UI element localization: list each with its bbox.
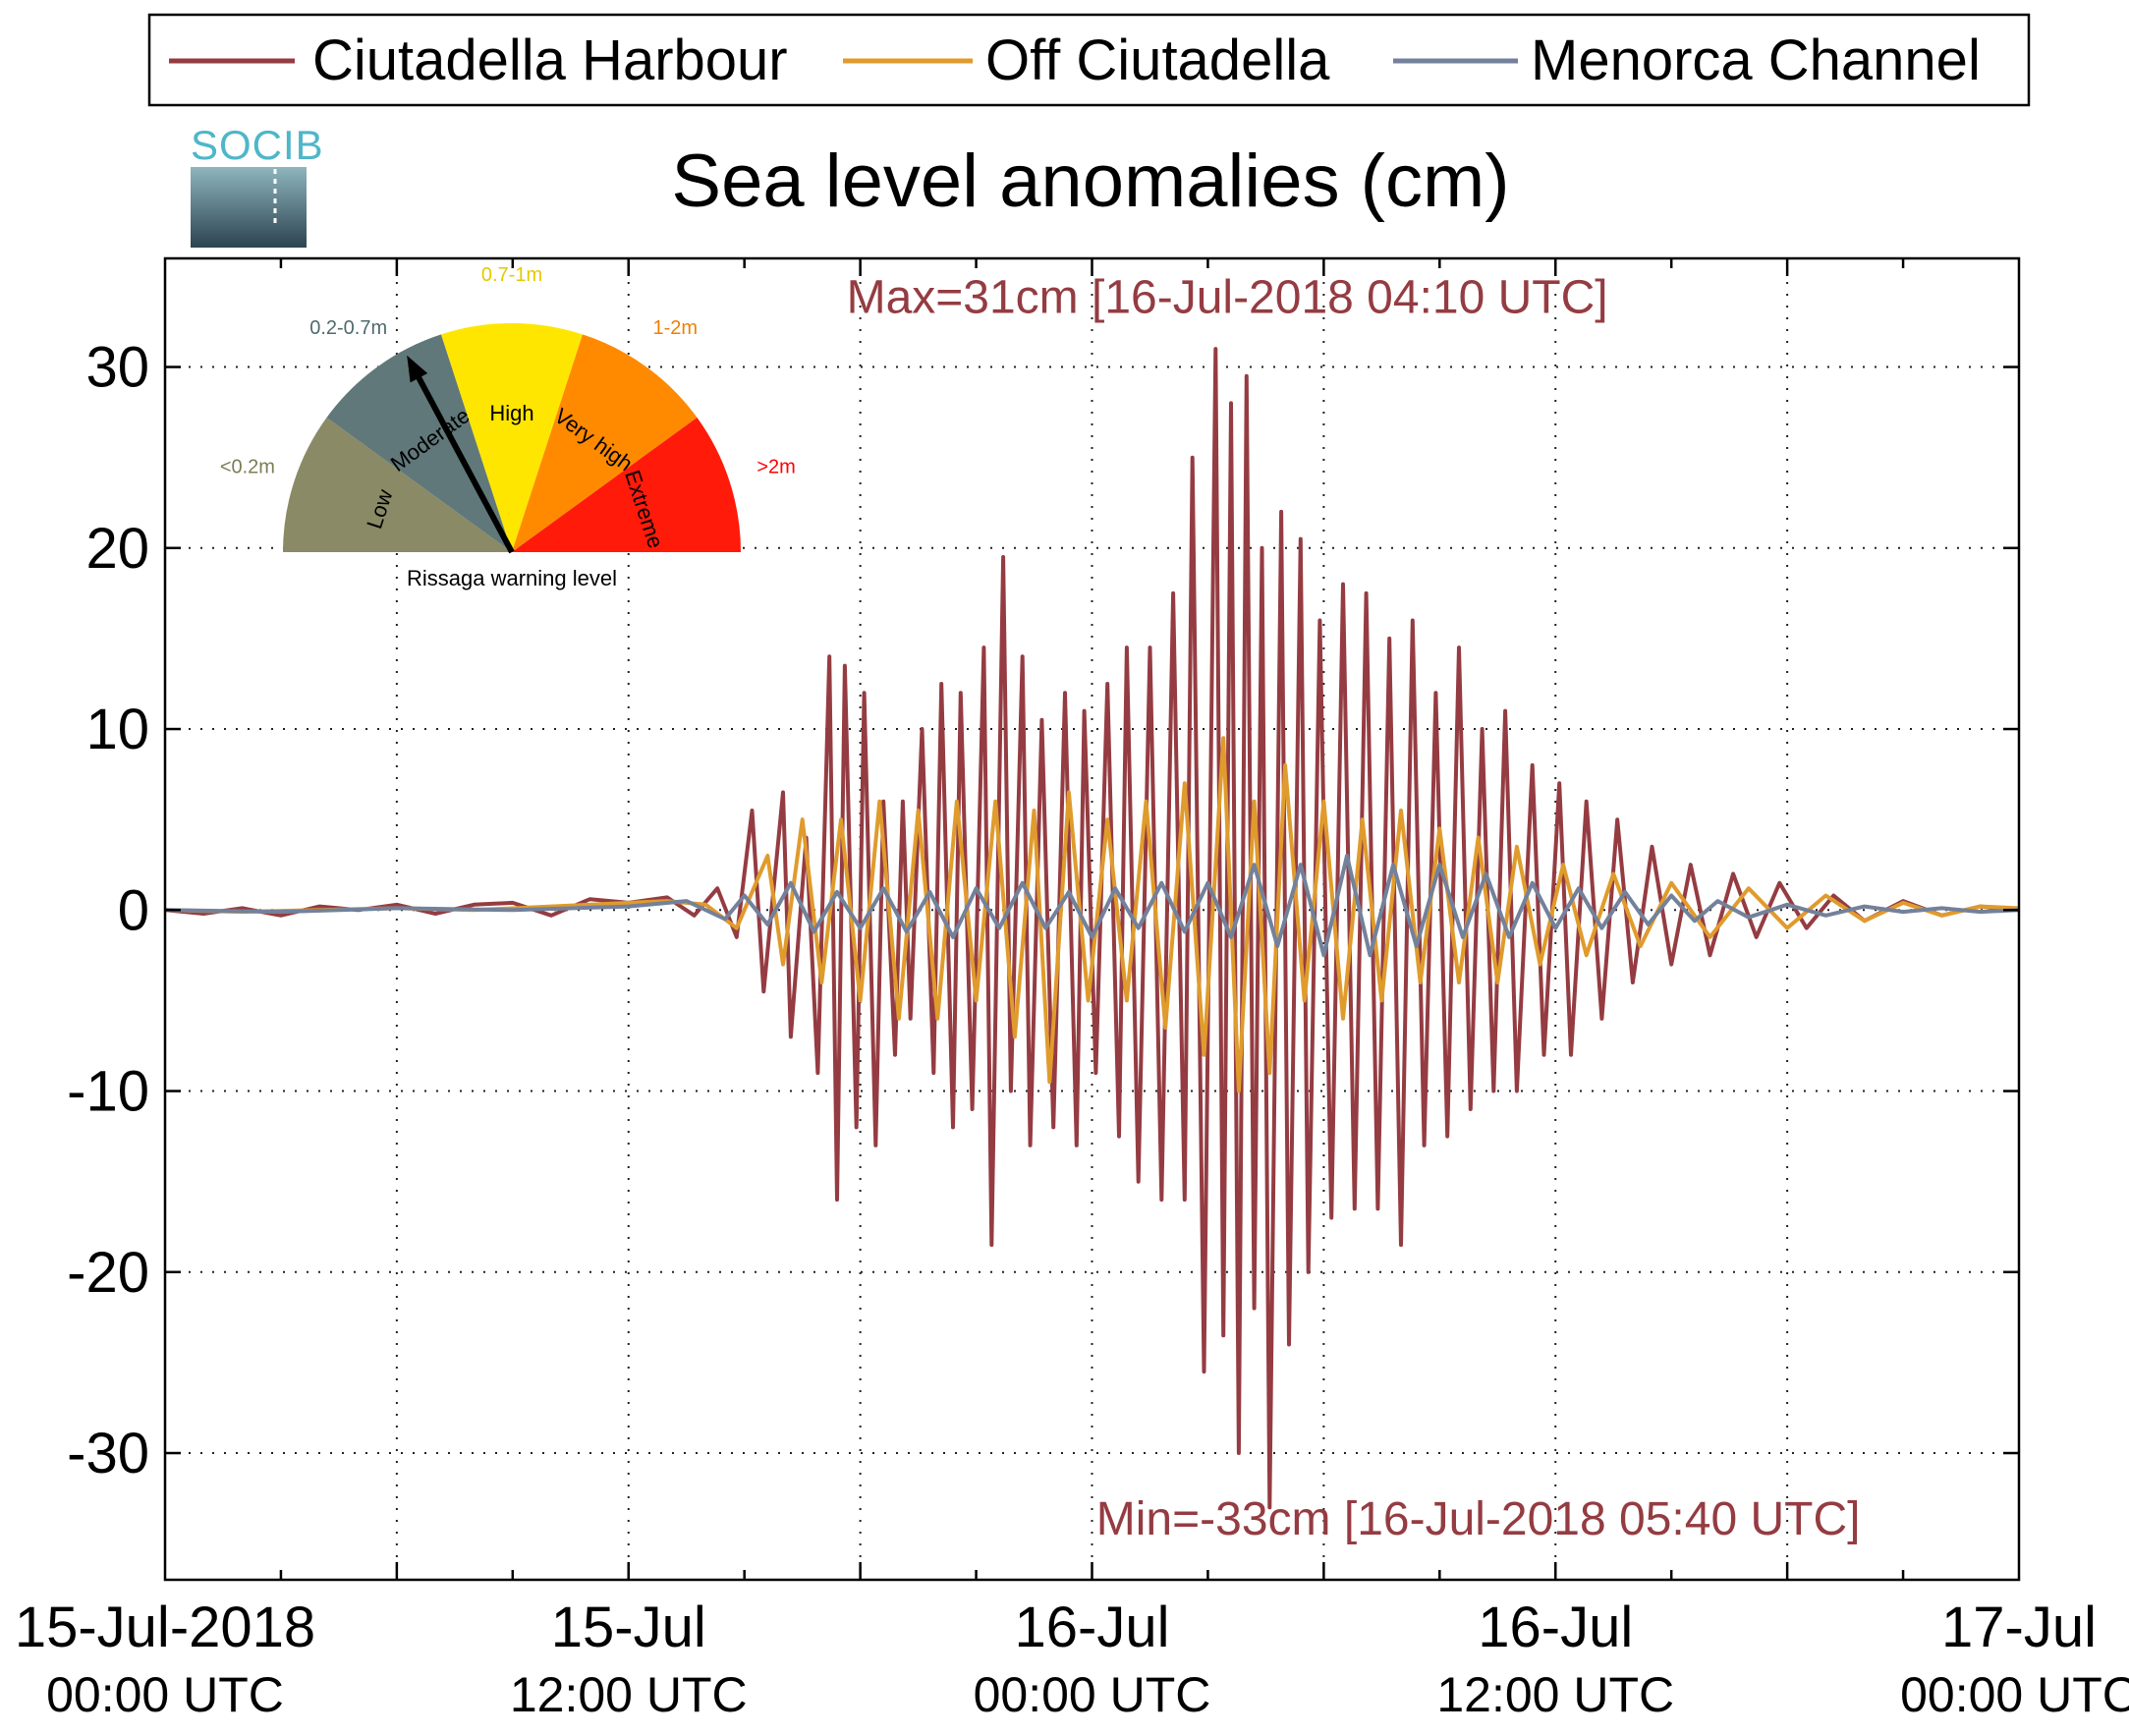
gauge-range-high: 0.7-1m	[481, 264, 542, 286]
gauge-range-moderate: 0.2-0.7m	[309, 317, 387, 339]
gauge-range-low: <0.2m	[220, 457, 275, 478]
min-annotation: Min=-33cm [16-Jul-2018 05:40 UTC]	[1096, 1493, 1861, 1545]
series-menorca-channel	[164, 854, 2020, 958]
x-tick-sublabel: 12:00 UTC	[1436, 1667, 1674, 1722]
gauge-caption: Rissaga warning level	[407, 566, 617, 590]
series-layer	[164, 347, 2020, 1510]
x-tick-label: 15-Jul-2018	[15, 1596, 315, 1659]
gauge-range-very-high: 1-2m	[653, 317, 699, 339]
gauge-segment-high	[441, 322, 583, 552]
legend: Ciutadella Harbour Off Ciutadella Menorc…	[147, 13, 2031, 107]
legend-box	[147, 13, 2031, 107]
gauge-segment-very-high	[512, 334, 698, 552]
annotations: Max=31cm [16-Jul-2018 04:10 UTC] Min=-33c…	[847, 271, 1861, 1545]
x-tick-sublabel: 00:00 UTC	[974, 1667, 1211, 1722]
socib-logo-text: SOCIB	[191, 122, 324, 168]
x-tick-label: 16-Jul	[1478, 1596, 1633, 1659]
x-tick-label: 17-Jul	[1941, 1596, 2097, 1659]
y-tick-label: 20	[85, 517, 149, 581]
y-tick-label: 30	[85, 336, 149, 400]
gauge-range-extreme: >2m	[756, 457, 795, 478]
y-tick-label: 0	[118, 878, 149, 942]
legend-label-menorca-channel: Menorca Channel	[1531, 28, 1981, 92]
gauge-needle-head	[407, 355, 428, 383]
x-tick-label: 15-Jul	[551, 1596, 706, 1659]
series-ciutadella-harbour	[164, 347, 2020, 1510]
y-tick-label: -10	[67, 1060, 149, 1124]
gauge-segment-moderate	[326, 334, 512, 552]
socib-logo-block	[191, 167, 307, 248]
gauge-needle	[408, 361, 515, 554]
legend-label-off-ciutadella: Off Ciutadella	[985, 28, 1330, 92]
max-annotation: Max=31cm [16-Jul-2018 04:10 UTC]	[847, 271, 1608, 323]
gauge-label-high: High	[489, 401, 533, 425]
y-tick-label: -30	[67, 1422, 149, 1485]
y-tick-label: 10	[85, 698, 149, 761]
chart-title: Sea level anomalies (cm)	[671, 140, 1509, 223]
gauge-segment-low	[283, 418, 512, 552]
series-off-ciutadella	[164, 736, 2020, 1093]
axes: 30 20 10 0 -10 -20 -30 15-Jul-2018 00:00 UTC 15-J…	[15, 258, 2129, 1722]
gauge-segment-extreme	[512, 418, 741, 552]
x-tick-sublabel: 00:00 UTC	[1900, 1667, 2129, 1722]
x-tick-label: 16-Jul	[1015, 1596, 1170, 1659]
legend-label-ciutadella-harbour: Ciutadella Harbour	[312, 28, 788, 92]
x-tick-sublabel: 00:00 UTC	[46, 1667, 284, 1722]
socib-logo: SOCIB	[191, 122, 324, 248]
x-tick-sublabel: 12:00 UTC	[510, 1667, 748, 1722]
y-tick-label: -20	[67, 1241, 149, 1305]
